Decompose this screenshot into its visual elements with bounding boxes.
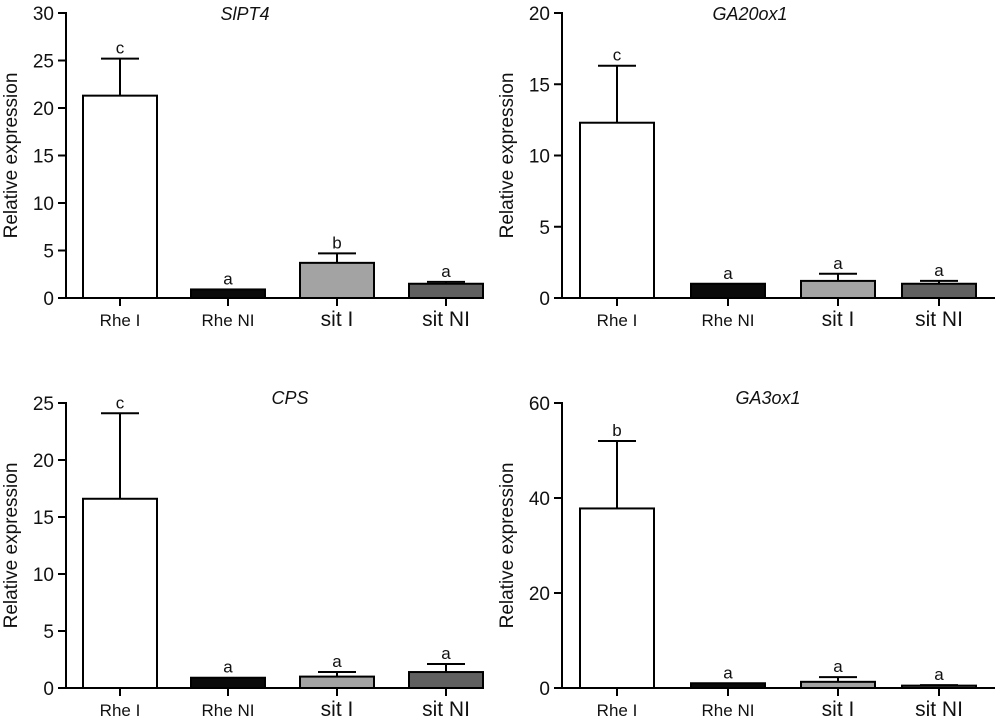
- bar: [408, 671, 484, 689]
- significance-letter: a: [223, 658, 233, 677]
- y-tick-label: 40: [529, 489, 550, 510]
- significance-letter: b: [612, 421, 621, 440]
- x-tick-label: sit I: [822, 698, 855, 721]
- significance-letter: a: [833, 657, 843, 676]
- y-tick-label: 20: [529, 584, 550, 605]
- y-tick-label: 20: [33, 451, 54, 472]
- significance-letter: a: [441, 644, 451, 663]
- significance-letter: c: [116, 393, 125, 412]
- chart-panel-1: Relative expression SlPT4 0 5 10 15 20 25 30 c Rhe…: [1, 4, 484, 331]
- x-tick-label: sit I: [321, 308, 354, 331]
- significance-letter: a: [934, 665, 944, 684]
- y-tick-label: 15: [33, 508, 54, 529]
- bar: [190, 288, 266, 300]
- y-tick-label: 25: [33, 52, 54, 73]
- bar: [408, 282, 484, 299]
- y-axis-label: Relative expression: [1, 73, 22, 239]
- y-tick-label: 0: [539, 679, 550, 700]
- bar: [299, 675, 375, 689]
- bar: [579, 507, 655, 690]
- bar: [901, 282, 977, 299]
- chart-title: GA20ox1: [712, 4, 787, 24]
- y-tick-label: 10: [33, 565, 54, 586]
- chart-panel-2: Relative expression GA20ox1 0 5 10 15 20 c Rhe I…: [497, 4, 995, 331]
- significance-letter: c: [613, 46, 622, 65]
- y-axis-label: Relative expression: [1, 463, 22, 629]
- y-tick-label: 10: [529, 147, 550, 168]
- chart-panel-3: Relative expression CPS 0 5 10 15 20 25 c Rhe I a R…: [1, 388, 484, 721]
- bar: [82, 94, 158, 300]
- y-tick-label: 20: [529, 4, 550, 25]
- significance-letter: a: [723, 264, 733, 283]
- x-tick-label: Rhe I: [597, 701, 638, 720]
- significance-letter: a: [332, 652, 342, 671]
- y-tick-label: 60: [529, 394, 550, 415]
- y-tick-label: 30: [33, 4, 54, 25]
- y-tick-label: 5: [43, 242, 54, 263]
- x-tick-label: Rhe NI: [702, 701, 755, 720]
- significance-letter: a: [223, 269, 233, 288]
- chart-title: GA3ox1: [735, 388, 800, 408]
- bar: [82, 497, 158, 690]
- y-tick-label: 15: [529, 75, 550, 96]
- y-tick-label: 10: [33, 194, 54, 215]
- bar: [190, 676, 266, 689]
- x-tick-label: Rhe NI: [202, 311, 255, 330]
- bar: [690, 282, 766, 299]
- y-axis-label: Relative expression: [497, 73, 518, 239]
- x-tick-label: sit NI: [422, 698, 470, 721]
- bar: [579, 121, 655, 299]
- y-tick-label: 5: [43, 622, 54, 643]
- y-tick-label: 15: [33, 147, 54, 168]
- x-tick-label: sit NI: [915, 308, 963, 331]
- chart-title: CPS: [271, 388, 308, 408]
- x-tick-label: Rhe NI: [202, 701, 255, 720]
- bar: [299, 261, 375, 300]
- y-tick-label: 20: [33, 99, 54, 120]
- y-tick-label: 0: [43, 289, 54, 310]
- significance-letter: a: [833, 254, 843, 273]
- significance-letter: a: [441, 262, 451, 281]
- y-axis-label: Relative expression: [497, 463, 518, 629]
- y-tick-label: 5: [539, 218, 550, 239]
- chart-title: SlPT4: [220, 4, 269, 24]
- y-tick-label: 0: [43, 679, 54, 700]
- significance-letter: a: [934, 261, 944, 280]
- x-tick-label: Rhe I: [597, 311, 638, 330]
- significance-letter: c: [116, 39, 125, 58]
- x-tick-label: Rhe I: [100, 701, 141, 720]
- x-tick-label: Rhe I: [100, 311, 141, 330]
- y-tick-label: 25: [33, 394, 54, 415]
- x-tick-label: sit NI: [915, 698, 963, 721]
- x-tick-label: sit NI: [422, 308, 470, 331]
- significance-letter: b: [332, 233, 341, 252]
- bar: [800, 279, 876, 299]
- y-tick-label: 0: [539, 289, 550, 310]
- x-tick-label: sit I: [321, 698, 354, 721]
- significance-letter: a: [723, 663, 733, 682]
- x-tick-label: Rhe NI: [702, 311, 755, 330]
- x-tick-label: sit I: [822, 308, 855, 331]
